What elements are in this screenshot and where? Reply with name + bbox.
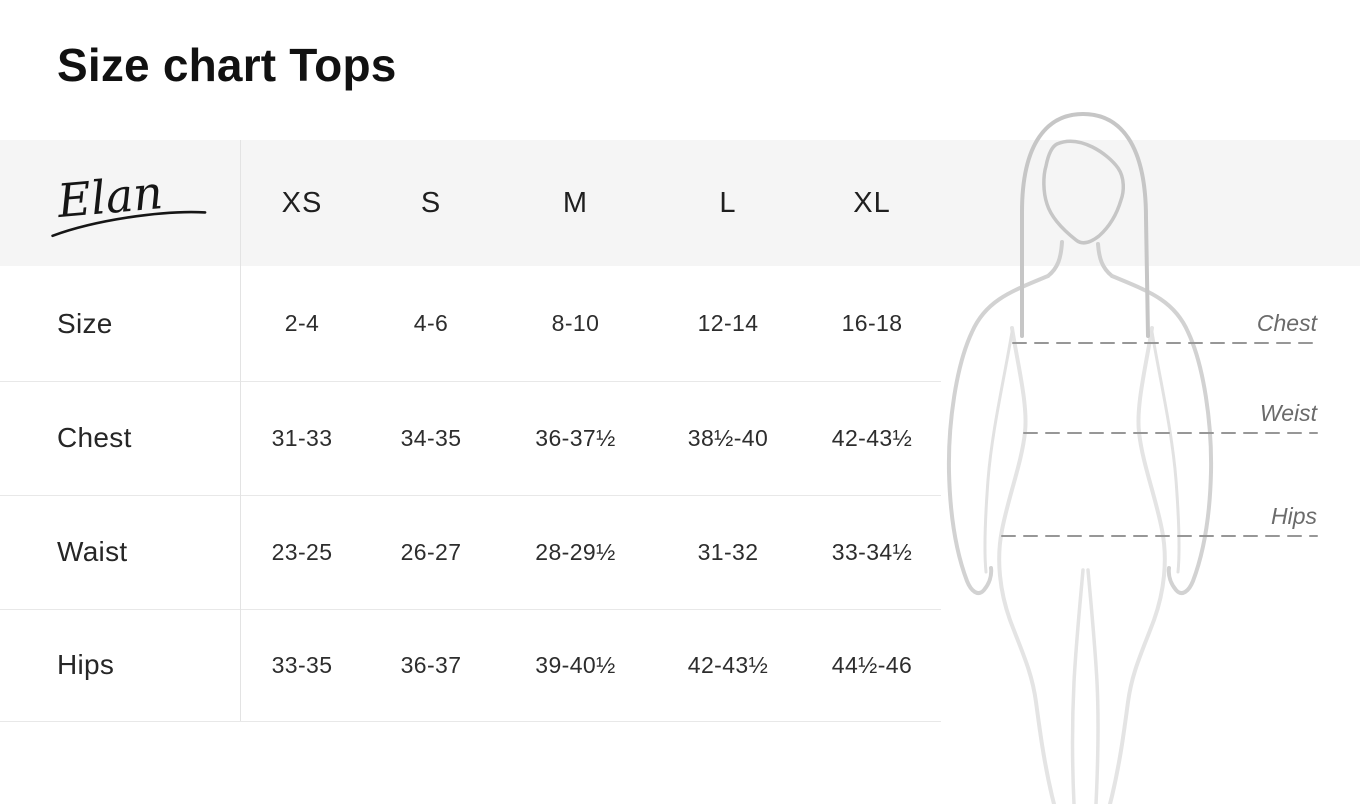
cell-size-l: 12-14 [697,310,759,336]
cell-chest-xs: 31-33 [271,424,333,451]
cell-chest-xl: 42-43½ [831,424,913,451]
row-label-hips: Hips [57,649,115,680]
cell-hips-l: 42-43½ [687,651,769,678]
brand-logo: Elan [0,140,240,266]
cell-hips-xs: 33-35 [271,651,333,678]
neck-right [1096,242,1114,278]
cell-chest-s: 34-35 [400,424,462,451]
cell-hips-m: 39-40½ [535,651,616,678]
cell-chest-l: 38½-40 [687,424,769,451]
brand-logo-signature: Elan [51,165,207,238]
cell-size-xl: 16-18 [841,310,903,336]
body-figure-illustration: Chest Weist Hips [940,100,1360,806]
row-divider [0,381,941,382]
cell-size-m: 8-10 [551,310,600,336]
table-header-band [0,140,1360,266]
inner-arm-right [1150,330,1181,574]
column-header-xl: XL [853,186,891,219]
torso-left-outline [997,326,1056,806]
column-header-l: L [719,186,737,219]
cell-size-xs: 2-4 [284,310,320,336]
inner-leg-right [1086,568,1100,806]
row-divider [0,495,941,496]
column-header-s: S [420,186,442,219]
inner-arm-left [983,330,1014,574]
neck-left [1046,240,1064,278]
cell-waist-l: 31-32 [697,538,759,565]
arm-left-outline [946,274,1050,595]
hair-outline [1020,112,1150,338]
brand-logo-text: Elan [54,165,165,228]
cell-waist-s: 26-27 [400,538,462,565]
inner-leg-left [1070,568,1085,806]
cell-waist-m: 28-29½ [535,538,616,565]
arm-right-outline [1110,274,1214,595]
row-divider [0,609,941,610]
cell-chest-m: 36-37½ [535,424,616,451]
torso-right-outline [1108,326,1167,806]
waist-measure-label: Weist [1260,400,1319,426]
table-bottom-border [0,721,941,722]
face-outline [1042,139,1125,245]
chest-measure-label: Chest [1257,310,1319,336]
hips-measure-label: Hips [1271,503,1318,529]
column-divider [240,140,241,721]
column-header-m: M [562,186,589,219]
row-label-waist: Waist [57,536,128,567]
row-label-chest: Chest [57,422,132,453]
brand-underline-swash [51,210,207,238]
column-header-xs: XS [281,186,323,219]
cell-size-s: 4-6 [413,310,449,336]
woman-outline-icon: Chest Weist Hips [946,112,1319,806]
row-label-size: Size [57,307,113,339]
cell-hips-xl: 44½-46 [831,651,913,678]
size-table: Elan XS S M L XL Size 2-4 4-6 8-10 12-14… [0,140,941,721]
page-title: Size chart Tops [57,39,397,91]
cell-waist-xs: 23-25 [271,538,333,565]
cell-waist-xl: 33-34½ [831,538,913,565]
cell-hips-s: 36-37 [400,651,462,678]
